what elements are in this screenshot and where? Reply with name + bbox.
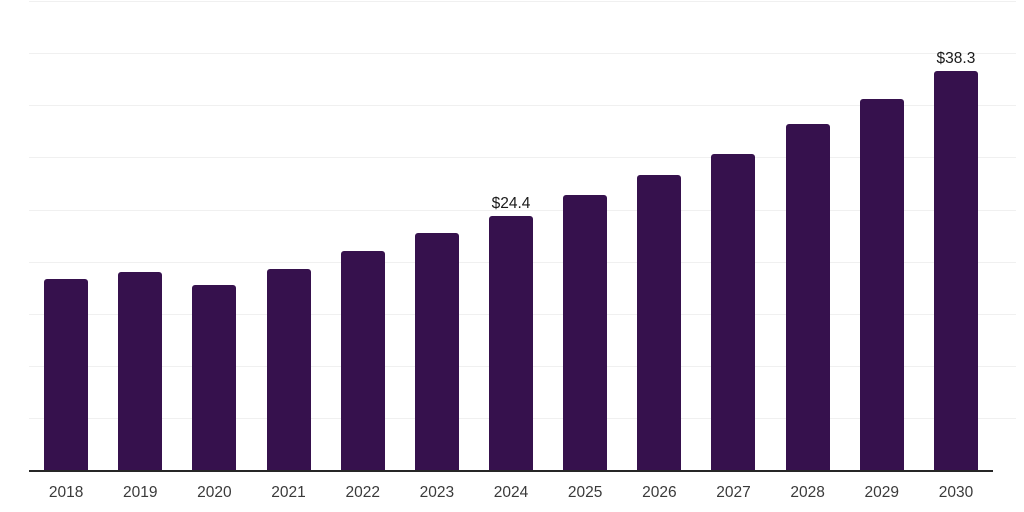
y-gridline (29, 1, 1016, 2)
bar-2018[interactable] (44, 279, 89, 470)
x-tick-2028: 2028 (790, 484, 825, 501)
x-tick-2024: 2024 (493, 484, 529, 501)
bar-slot-2027 (696, 0, 770, 470)
x-tick-2021: 2021 (271, 484, 306, 501)
bar-slot-2022 (326, 0, 400, 470)
y-gridline (29, 210, 1016, 211)
bar-2019[interactable] (118, 272, 163, 470)
bar-2022[interactable] (340, 251, 385, 470)
x-tick-2018: 2018 (48, 484, 84, 501)
bar-2027[interactable] (711, 154, 756, 470)
x-axis-line (29, 470, 993, 472)
bar-slot-2019 (103, 0, 177, 470)
x-tick-2023: 2023 (419, 484, 455, 501)
x-tick-2030: 2030 (938, 484, 974, 501)
bar-slot-2024: $24.4 (474, 0, 548, 470)
bar-2026[interactable] (637, 175, 682, 470)
bar-2025[interactable] (563, 195, 608, 470)
bar-2030[interactable] (933, 71, 978, 470)
x-tick-2022: 2022 (345, 484, 380, 501)
bar-slot-2025 (548, 0, 622, 470)
bars-container: $24.4 $38.3 (29, 0, 993, 470)
bar-slot-2023 (400, 0, 474, 470)
x-tick-2019: 2019 (122, 484, 158, 501)
bar-2020[interactable] (192, 285, 237, 470)
bar-slot-2018 (29, 0, 103, 470)
bar-slot-2026 (622, 0, 696, 470)
bar-2021[interactable] (266, 269, 311, 470)
bar-slot-2020 (177, 0, 251, 470)
bar-slot-2021 (251, 0, 325, 470)
bar-slot-2029 (845, 0, 919, 470)
x-tick-2027: 2027 (716, 484, 751, 501)
bar-2028[interactable] (785, 124, 830, 470)
x-tick-2025: 2025 (567, 484, 603, 501)
bar-slot-2028 (771, 0, 845, 470)
y-gridline (29, 157, 1016, 158)
x-tick-2026: 2026 (642, 484, 677, 501)
y-gridline (29, 105, 1016, 106)
data-label-2030: $38.3 (936, 49, 976, 67)
bar-2024[interactable] (489, 216, 534, 470)
bar-2029[interactable] (859, 99, 904, 470)
x-tick-2020: 2020 (197, 484, 232, 501)
bar-2023[interactable] (414, 233, 459, 470)
y-gridline (29, 53, 1016, 54)
x-axis-tick-labels: 2018 2019 2020 2021 2022 2023 2024 2025 2026 2027… (29, 484, 993, 501)
data-label-2024: $24.4 (491, 194, 531, 212)
x-tick-2029: 2029 (864, 484, 900, 501)
bar-slot-2030: $38.3 (919, 0, 993, 470)
